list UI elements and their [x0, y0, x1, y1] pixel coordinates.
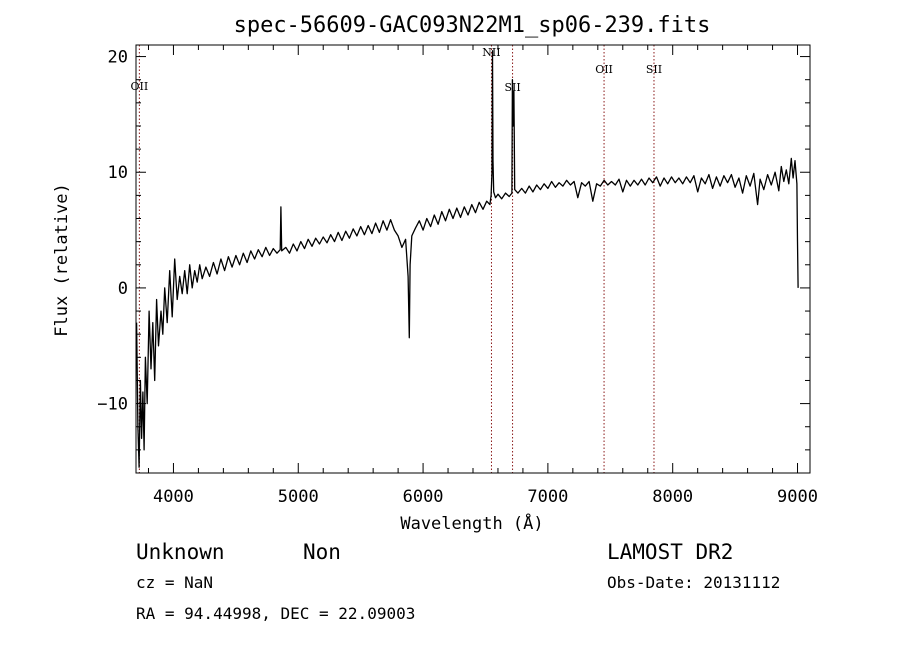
x-tick-label: 5000 [278, 487, 319, 507]
object-subclass: Non [303, 540, 341, 564]
survey-name: LAMOST DR2 [607, 540, 733, 564]
x-axis-label: Wavelength (Å) [400, 512, 543, 534]
y-tick-label: 20 [108, 48, 128, 68]
x-tick-label: 7000 [527, 487, 568, 507]
spectrum-line [135, 50, 799, 468]
y-axis-label: Flux (relative) [52, 183, 72, 337]
y-tick-label: 0 [118, 279, 128, 299]
redshift-cz: cz = NaN [136, 573, 213, 592]
x-tick-label: 8000 [652, 487, 693, 507]
chart-title: spec-56609-GAC093N22M1_sp06-239.fits [234, 13, 711, 38]
x-tick-label: 6000 [403, 487, 444, 507]
y-axis-ticks: −10 0 10 20 [97, 48, 810, 474]
observation-date: Obs-Date: 20131112 [607, 573, 780, 592]
object-class: Unknown [136, 540, 225, 564]
spectral-line-label: NII [482, 46, 500, 59]
spectral-line-label: OII [595, 63, 613, 76]
x-axis-ticks: 4000 5000 6000 7000 8000 9000 [147, 45, 818, 507]
y-tick-label: 10 [108, 163, 128, 183]
spectral-line-markers [138, 45, 655, 473]
x-tick-label: 9000 [777, 487, 818, 507]
x-tick-label: 4000 [153, 487, 194, 507]
y-tick-label: −10 [97, 395, 128, 415]
spectrum-series [135, 50, 799, 468]
spectral-line-label: OII [131, 80, 149, 93]
spectral-line-label: SII [646, 63, 662, 76]
sky-coordinates: RA = 94.44998, DEC = 22.09003 [136, 604, 415, 623]
